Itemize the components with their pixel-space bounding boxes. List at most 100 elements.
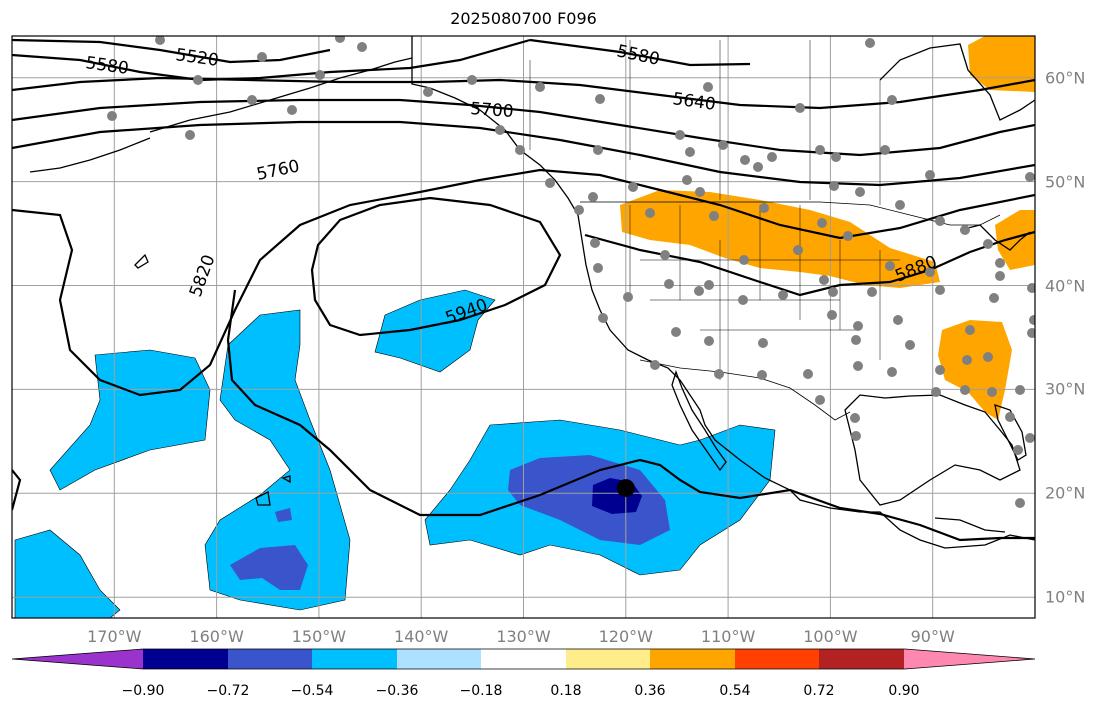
contour-5760 [12, 120, 1035, 187]
lon-tick-label: 150°W [291, 627, 347, 646]
station-dot [885, 261, 895, 271]
station-markers [107, 36, 1035, 508]
alaska-coast [149, 57, 413, 133]
lat-tick-label: 30°N [1045, 379, 1086, 399]
station-dot [1025, 433, 1035, 443]
station-dot [843, 231, 853, 241]
colorbar-tick-label: −0.36 [375, 683, 419, 699]
colorbar-segment [650, 649, 736, 669]
station-dot [714, 369, 724, 379]
station-dot [595, 94, 605, 104]
colorbar-segment [312, 649, 398, 669]
orange-region-east [995, 210, 1035, 270]
station-dot [645, 208, 655, 218]
station-dot [467, 75, 477, 85]
canada-provinces [529, 40, 881, 205]
station-dot [817, 218, 827, 228]
contour-5580-west [12, 38, 531, 82]
negative-anomaly-shading [14, 289, 776, 618]
station-dot [598, 313, 608, 323]
station-dot [758, 338, 768, 348]
station-dot [895, 200, 905, 210]
station-dot [962, 355, 972, 365]
us-mexico-border [639, 359, 851, 421]
station-dot [695, 187, 705, 197]
colorbar-segment [566, 649, 651, 669]
contour-5580-east [529, 38, 751, 67]
blue-region-southwest [14, 529, 121, 618]
colorbar-tick-label: 0.90 [888, 683, 920, 699]
station-dot [931, 387, 941, 397]
contour-5940 [310, 196, 562, 337]
station-dot [925, 170, 935, 180]
station-dot [650, 360, 660, 370]
station-dot [831, 152, 841, 162]
station-dot [671, 327, 681, 337]
station-dot [815, 145, 825, 155]
station-dot [247, 95, 257, 105]
lat-tick-label: 10°N [1045, 587, 1086, 607]
station-dot [853, 321, 863, 331]
station-dot [905, 340, 915, 350]
gridlines [12, 36, 1035, 618]
station-dot [623, 292, 633, 302]
colorbar-segment [481, 649, 567, 669]
lat-tick-label: 50°N [1045, 172, 1086, 192]
station-dot [257, 52, 267, 62]
station-dot [593, 145, 603, 155]
lat-tick-label: 60°N [1045, 68, 1086, 88]
colorbar-extend-low [12, 649, 143, 669]
station-dot [965, 325, 975, 335]
contour-5820 [12, 168, 1035, 397]
colorbar-segment [143, 649, 229, 669]
station-dot [989, 293, 999, 303]
station-dot [593, 263, 603, 273]
station-dot [925, 267, 935, 277]
station-dot [193, 75, 203, 85]
station-dot [983, 239, 993, 249]
station-dot [829, 181, 839, 191]
station-dot [815, 395, 825, 405]
station-dot [675, 130, 685, 140]
map-title: 2025080700 F096 [450, 9, 597, 28]
station-dot [1025, 172, 1035, 182]
station-dot [995, 258, 1005, 268]
station-dot [685, 147, 695, 157]
station-dot [682, 175, 692, 185]
station-dot [185, 130, 195, 140]
station-dot [853, 361, 863, 371]
station-dot [983, 352, 993, 362]
station-dot [660, 250, 670, 260]
contour-labels: 5520 5580 5580 5640 5700 5760 5820 5880 … [84, 41, 940, 328]
lon-tick-label: 170°W [87, 627, 142, 646]
station-dot [987, 387, 997, 397]
lat-tick-label: 40°N [1045, 276, 1086, 295]
colorbar-segment [735, 649, 820, 669]
cuba [934, 517, 1006, 533]
station-dot [495, 125, 505, 135]
station-dot [1015, 498, 1025, 508]
darkblue-region-hawaii [230, 545, 308, 590]
station-dot [827, 310, 837, 320]
station-dot [287, 105, 297, 115]
lon-tick-label: 140°W [394, 627, 449, 646]
contour-5700 [12, 98, 1035, 157]
small-island [134, 253, 149, 269]
station-dot [740, 155, 750, 165]
station-dot [757, 370, 767, 380]
colorbar [11, 648, 1036, 670]
station-dot [793, 245, 803, 255]
station-dot [107, 111, 117, 121]
colorbar-tick-label: −0.90 [121, 683, 165, 699]
contour-5880-north [584, 230, 1035, 297]
station-dot [718, 140, 728, 150]
station-dot [738, 295, 748, 305]
station-dot [1015, 385, 1025, 395]
lon-tick-label: 160°W [189, 627, 244, 646]
station-dot [423, 87, 433, 97]
station-dot [795, 103, 805, 113]
hawaii-islands [255, 475, 291, 506]
station-dot [887, 95, 897, 105]
station-dot [887, 367, 897, 377]
blue-region-hawaii-north [49, 349, 211, 491]
